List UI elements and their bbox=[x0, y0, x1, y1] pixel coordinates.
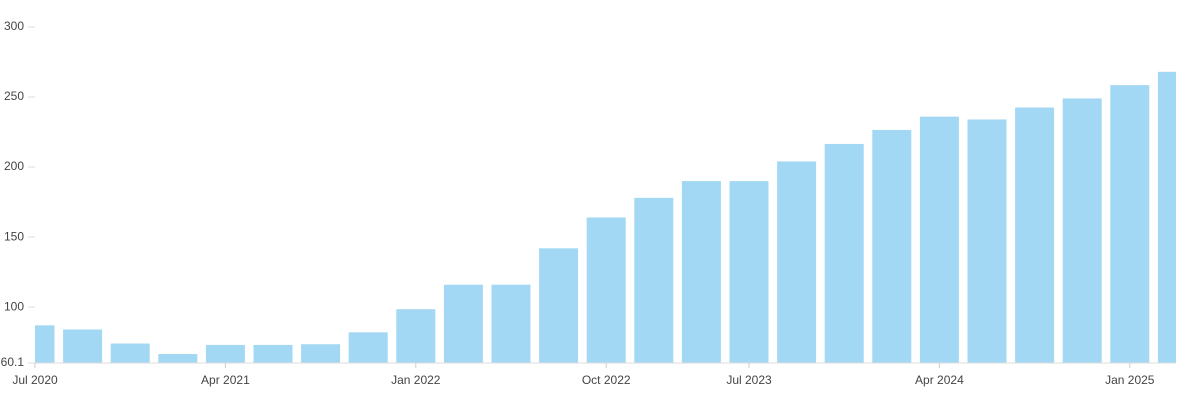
bar bbox=[35, 325, 55, 363]
x-tick-label: Jul 2023 bbox=[726, 373, 772, 387]
y-tick-label: 100 bbox=[4, 299, 24, 313]
bar bbox=[681, 181, 721, 363]
bar bbox=[729, 181, 769, 363]
bar bbox=[586, 217, 626, 363]
x-tick-label: Apr 2024 bbox=[915, 373, 964, 387]
bar bbox=[1015, 107, 1055, 363]
bar bbox=[110, 343, 150, 363]
bar bbox=[872, 129, 912, 363]
bar bbox=[491, 284, 531, 363]
bar bbox=[824, 143, 864, 363]
plot-area bbox=[35, 71, 1176, 364]
y-tick-label: 60.1 bbox=[1, 355, 25, 369]
bar bbox=[1062, 98, 1102, 364]
y-tick-label: 250 bbox=[4, 89, 24, 103]
bar bbox=[539, 248, 579, 363]
y-tick-label: 300 bbox=[4, 19, 24, 33]
bar bbox=[253, 344, 293, 363]
bar bbox=[967, 119, 1007, 364]
bar bbox=[348, 332, 388, 363]
x-tick-label: Apr 2021 bbox=[201, 373, 250, 387]
bar bbox=[158, 354, 198, 363]
bar bbox=[1157, 71, 1176, 364]
x-tick-label: Oct 2022 bbox=[582, 373, 631, 387]
x-tick-label: Jan 2025 bbox=[1105, 373, 1155, 387]
x-tick-label: Jul 2020 bbox=[12, 373, 58, 387]
x-tick-label: Jan 2022 bbox=[391, 373, 441, 387]
bar bbox=[396, 309, 436, 363]
bar bbox=[1110, 85, 1150, 364]
y-tick-label: 150 bbox=[4, 229, 24, 243]
bar bbox=[919, 116, 959, 363]
bar bbox=[205, 344, 245, 363]
bar bbox=[63, 329, 103, 363]
y-tick-label: 200 bbox=[4, 159, 24, 173]
bar bbox=[301, 344, 341, 363]
bar bbox=[634, 197, 674, 363]
bar bbox=[777, 161, 817, 363]
bar bbox=[443, 284, 483, 363]
